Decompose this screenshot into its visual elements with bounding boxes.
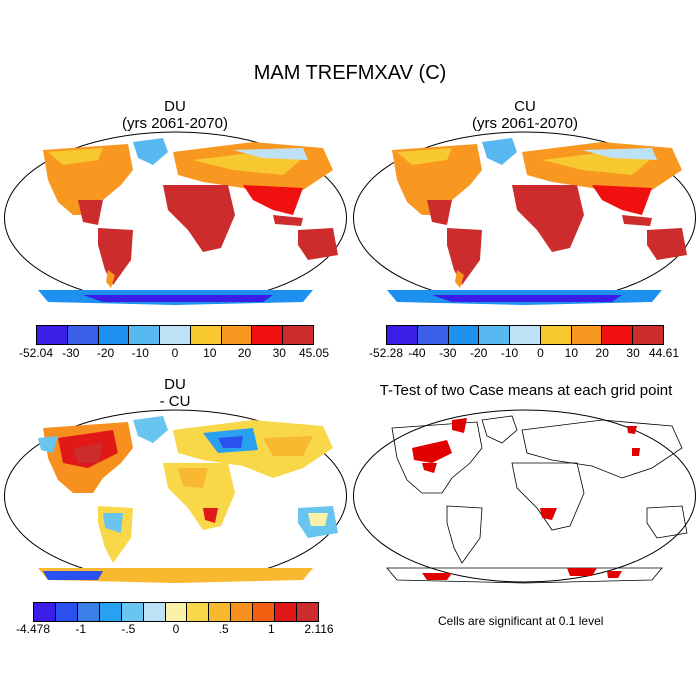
colorbar-swatch — [37, 326, 68, 344]
colorbar-swatch — [187, 603, 210, 621]
map-cu — [353, 131, 696, 305]
colorbar-tick-label: -4.478 — [15, 622, 51, 636]
colorbar-tick-label: 45.05 — [298, 346, 330, 360]
colorbar-tick-label: -30 — [439, 346, 457, 360]
colorbar-tick-label: 30 — [626, 346, 640, 360]
colorbar-swatch — [283, 326, 314, 344]
colorbar-du-labels: -52.04 -30 -20 -10 0 10 20 30 45.05 — [19, 346, 329, 362]
colorbar-tick-label: 2.116 — [304, 622, 334, 636]
colorbar-swatch — [55, 603, 78, 621]
colorbar-swatch — [143, 603, 166, 621]
significance-note: Cells are significant at 0.1 level — [438, 614, 604, 628]
map-du — [4, 131, 347, 305]
colorbar-swatch — [121, 603, 144, 621]
panel-title-diff: DU - CU — [75, 376, 275, 410]
colorbar-swatch — [160, 326, 191, 344]
colorbar-cu-labels: -52.28 -40 -30 -20 -10 0 10 20 30 44.61 — [369, 346, 679, 362]
colorbar-tick-label: 20 — [237, 346, 252, 360]
colorbar-tick-label: 30 — [272, 346, 286, 360]
colorbar-swatch — [297, 603, 318, 621]
panel-title-du: DU (yrs 2061-2070) — [75, 98, 275, 132]
colorbar-diff-labels: -4.478 -1 -.5 0 .5 1 2.116 — [16, 622, 334, 638]
colorbar-swatch — [231, 603, 254, 621]
colorbar-swatch — [209, 603, 232, 621]
panel-diff-title: DU — [164, 376, 186, 393]
colorbar-swatch — [253, 603, 276, 621]
colorbar-tick-label: -10 — [131, 346, 149, 360]
panel-title-cu: CU (yrs 2061-2070) — [425, 98, 625, 132]
map-ttest — [353, 409, 696, 584]
panel-title-ttest: T-Test of two Case means at each grid po… — [352, 382, 700, 399]
panel-diff-subtitle: - CU — [159, 393, 191, 410]
colorbar-tick-label: -.5 — [121, 622, 136, 636]
colorbar-tick-label: 20 — [595, 346, 609, 360]
colorbar-tick-label: -1 — [75, 622, 86, 636]
colorbar-swatch — [77, 603, 100, 621]
colorbar-tick-label: -30 — [62, 346, 80, 360]
colorbar-swatch — [571, 326, 603, 344]
colorbar-swatch — [252, 326, 284, 344]
colorbar-swatch — [34, 603, 56, 621]
colorbar-swatch — [417, 326, 449, 344]
colorbar-tick-label: 0 — [537, 346, 544, 360]
colorbar-swatch — [129, 326, 161, 344]
colorbar-cu — [386, 325, 664, 345]
colorbar-swatch — [275, 603, 298, 621]
colorbar-swatch — [540, 326, 572, 344]
colorbar-swatch — [99, 603, 122, 621]
colorbar-swatch — [221, 326, 253, 344]
map-diff — [4, 409, 347, 583]
panel-ttest-title: T-Test of two Case means at each grid po… — [379, 382, 673, 399]
colorbar-tick-label: .5 — [218, 622, 229, 636]
colorbar-swatch — [165, 603, 188, 621]
colorbar-tick-label: -52.04 — [18, 346, 54, 360]
panel-cu-title: CU — [514, 98, 536, 115]
colorbar-tick-label: -40 — [408, 346, 426, 360]
colorbar-swatch — [479, 326, 511, 344]
colorbar-swatch — [633, 326, 664, 344]
colorbar-swatch — [67, 326, 99, 344]
colorbar-swatch — [602, 326, 634, 344]
colorbar-tick-label: -52.28 — [368, 346, 404, 360]
panel-du-title: DU — [164, 98, 186, 115]
colorbar-tick-label: 10 — [564, 346, 579, 360]
colorbar-swatch — [98, 326, 130, 344]
colorbar-tick-label: -20 — [469, 346, 488, 360]
colorbar-du — [36, 325, 314, 345]
page-title: MAM TREFMXAV (C) — [253, 62, 447, 84]
colorbar-swatch — [387, 326, 418, 344]
colorbar-tick-label: 10 — [203, 346, 217, 360]
colorbar-tick-label: 0 — [172, 622, 180, 636]
colorbar-tick-label: 44.61 — [648, 346, 680, 360]
colorbar-swatch — [448, 326, 480, 344]
colorbar-diff — [33, 602, 319, 622]
colorbar-swatch — [190, 326, 222, 344]
colorbar-tick-label: -20 — [96, 346, 115, 360]
colorbar-tick-label: 0 — [171, 346, 179, 360]
colorbar-tick-label: -10 — [500, 346, 519, 360]
colorbar-swatch — [510, 326, 541, 344]
colorbar-tick-label: 1 — [267, 622, 275, 636]
panel-cu-subtitle: (yrs 2061-2070) — [472, 115, 578, 132]
panel-du-subtitle: (yrs 2061-2070) — [122, 115, 228, 132]
